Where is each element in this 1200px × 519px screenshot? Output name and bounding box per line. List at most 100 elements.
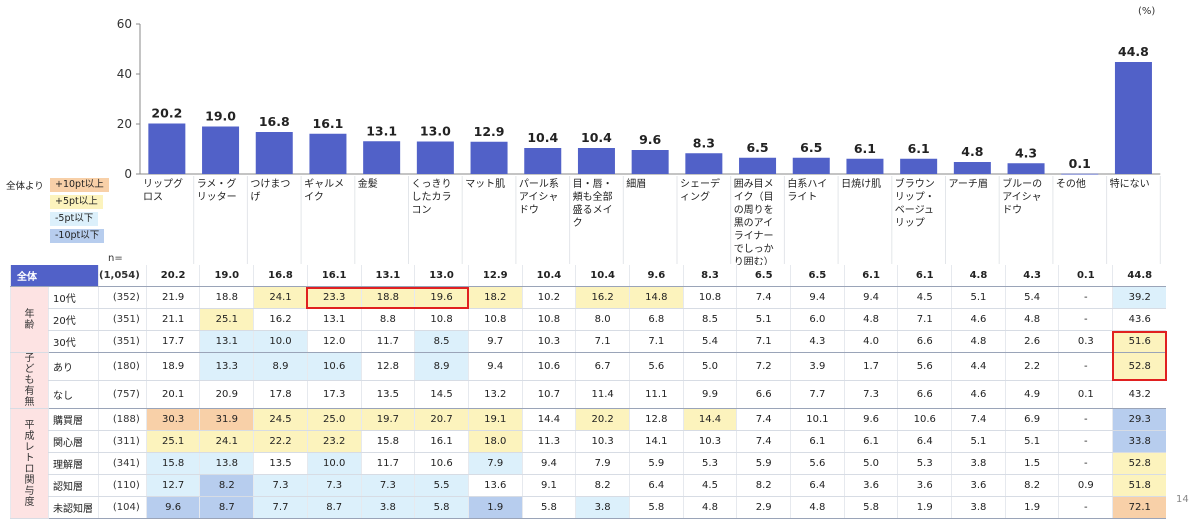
table-cell: - — [1058, 352, 1113, 381]
table-cell: 24.1 — [199, 430, 254, 453]
table-cell: 19.6 — [414, 286, 469, 309]
bar-value-label: 6.5 — [800, 140, 822, 155]
table-cell: 51.8 — [1112, 474, 1167, 497]
table-cell: 5.0 — [843, 452, 898, 475]
table-cell: 11.7 — [360, 452, 415, 475]
table-cell: 12.9 — [467, 265, 523, 287]
table-cell: 17.3 — [306, 380, 362, 409]
table-cell: 10.3 — [575, 430, 630, 453]
table-cell: 14.4 — [521, 408, 576, 431]
table-cell: 9.9 — [682, 380, 737, 409]
bar-value-label: 13.1 — [366, 123, 397, 138]
category-label: その他 — [1055, 179, 1086, 190]
table-cell: 19.7 — [360, 408, 415, 431]
table-cell: 0.3 — [1058, 330, 1113, 353]
table-cell: 18.2 — [467, 286, 523, 309]
n-label: n= — [108, 253, 123, 264]
table-cell: 19.0 — [199, 265, 254, 287]
table-cell: 10.2 — [521, 286, 576, 309]
table-cell: 8.8 — [360, 308, 415, 331]
row-n: (110) — [98, 474, 147, 497]
table-cell: 18.8 — [360, 286, 415, 309]
table-cell: 4.8 — [951, 330, 1006, 353]
table-cell: 3.8 — [360, 496, 415, 519]
table-cell: 4.8 — [843, 308, 898, 331]
page-number: 14 — [1176, 494, 1189, 505]
table-row: 30代 (351) 17.7 13.1 10.0 12.0 11.7 8.5 9.7 10.3 7.… — [11, 330, 1167, 353]
bar-value-label: 16.8 — [259, 114, 290, 129]
table-row: 関心層 (311) 25.1 24.1 22.2 23.2 15.8 16.1 18.0 11.3… — [11, 430, 1167, 453]
table-cell: 72.1 — [1112, 496, 1167, 519]
row-label: 30代 — [48, 330, 99, 353]
table-row: なし (757) 20.1 20.9 17.8 17.3 13.5 14.5 13.2 10.7 1… — [11, 380, 1167, 409]
table-cell: 9.4 — [843, 286, 898, 309]
table-cell: 5.1 — [951, 430, 1006, 453]
row-label: あり — [48, 352, 99, 381]
table-cell: 4.8 — [790, 496, 845, 519]
bar-value-label: 12.9 — [474, 124, 505, 139]
table-cell: 5.8 — [843, 496, 898, 519]
table-cell: 24.1 — [253, 286, 308, 309]
table-cell: 8.7 — [199, 496, 254, 519]
table-cell: 6.6 — [897, 330, 952, 353]
table-cell: 10.6 — [897, 408, 952, 431]
unit-label: (%) — [1138, 6, 1156, 17]
table-cell: 7.4 — [951, 408, 1006, 431]
bar — [148, 123, 186, 174]
table-cell: 20.1 — [145, 380, 200, 409]
table-cell: 9.4 — [790, 286, 845, 309]
table-cell: 14.8 — [628, 286, 684, 309]
table-cell: 6.8 — [628, 308, 684, 331]
table-row: 理解層 (341) 15.8 13.8 13.5 10.0 11.7 10.6 7.9 9.4 7.… — [11, 452, 1167, 475]
row-n: (1,054) — [98, 265, 147, 287]
bar-value-label: 4.8 — [961, 144, 983, 159]
table-cell: 20.2 — [145, 265, 200, 287]
bar — [846, 158, 884, 174]
category-label: つけまつげ — [250, 179, 291, 203]
bar-value-label: 6.1 — [854, 141, 876, 156]
table-cell: 13.5 — [253, 452, 308, 475]
table-cell: 9.4 — [521, 452, 576, 475]
table-cell: 52.8 — [1112, 452, 1167, 475]
table-cell: 6.9 — [1004, 408, 1059, 431]
table-cell: 21.1 — [145, 308, 200, 331]
table-cell: 6.1 — [843, 430, 898, 453]
table-cell: 7.1 — [575, 330, 630, 353]
legend-swatch: -10pt以下 — [50, 228, 105, 243]
row-n: (104) — [98, 496, 147, 519]
bar-value-label: 10.4 — [581, 130, 612, 145]
table-cell: 12.8 — [628, 408, 684, 431]
category-label: くっきりしたカラコン — [411, 179, 452, 216]
table-cell: 5.8 — [628, 496, 684, 519]
table-cell: 7.1 — [897, 308, 952, 331]
table-cell: 12.8 — [360, 352, 415, 381]
table-cell: 10.3 — [521, 330, 576, 353]
table-cell: 9.1 — [521, 474, 576, 497]
table-cell: 0.9 — [1058, 474, 1113, 497]
bar-value-label: 0.1 — [1069, 156, 1091, 171]
table-cell: 6.6 — [736, 380, 791, 409]
bar-value-label: 10.4 — [527, 130, 558, 145]
category-label: ブラウンリップ・ベージュリップ — [894, 179, 935, 229]
row-label: 全体 — [10, 265, 99, 287]
bar — [1061, 173, 1099, 175]
row-label: なし — [48, 380, 99, 409]
table-cell: 6.7 — [575, 352, 630, 381]
table-cell: 9.4 — [467, 352, 523, 381]
table-cell: 7.7 — [253, 496, 308, 519]
table-cell: 5.1 — [951, 286, 1006, 309]
y-tick-label: 40 — [117, 67, 132, 81]
bar — [1007, 163, 1045, 174]
bar-value-label: 6.5 — [746, 140, 768, 155]
row-n: (180) — [98, 352, 147, 381]
table-cell: 7.4 — [736, 286, 791, 309]
legend-swatch: +5pt以上 — [50, 194, 103, 209]
table-cell: 7.7 — [790, 380, 845, 409]
table-row: 20代 (351) 21.1 25.1 16.2 13.1 8.8 10.8 10.8 10.8 8… — [11, 308, 1167, 331]
bar — [524, 148, 562, 174]
table-cell: 13.3 — [199, 352, 254, 381]
table-cell: 14.1 — [628, 430, 684, 453]
table-cell: 17.8 — [253, 380, 308, 409]
row-n: (351) — [98, 308, 147, 331]
